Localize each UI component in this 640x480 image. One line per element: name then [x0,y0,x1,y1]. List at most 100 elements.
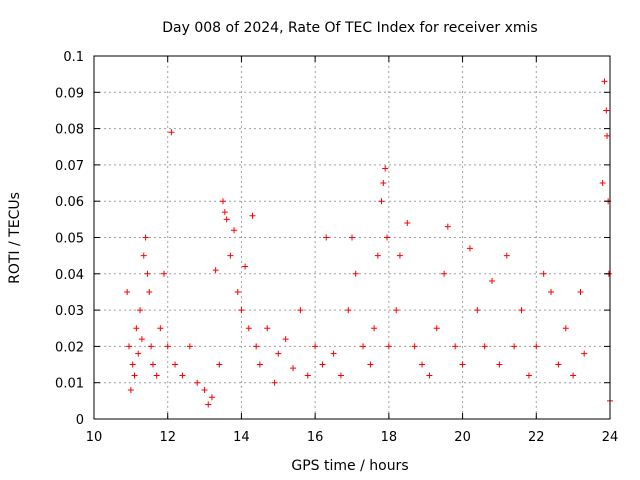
data-point [297,307,304,314]
data-point [337,372,344,379]
x-tick-label: 24 [602,430,619,445]
data-point [396,252,403,259]
grid [94,56,610,419]
data-point [249,212,256,219]
x-tick-label: 14 [233,430,250,445]
data-point [518,307,525,314]
data-point [133,325,140,332]
data-point [367,361,374,368]
data-points [124,78,613,408]
data-point [146,288,153,295]
y-axis-label: ROTI / TECUs [7,192,23,284]
data-point [212,267,219,274]
data-point [452,343,459,350]
data-point [503,252,510,259]
data-point [264,325,271,332]
data-point [525,372,532,379]
data-point [282,336,289,343]
data-point [201,386,208,393]
data-point [323,234,330,241]
data-point [393,307,400,314]
data-point [138,336,145,343]
data-point [205,401,212,408]
y-tick-label: 0.07 [55,159,84,174]
data-point [144,270,151,277]
data-point [360,343,367,350]
data-point [581,350,588,357]
y-tick-label: 0.03 [55,304,84,319]
x-tick-labels: 10 12 14 16 18 20 22 24 [86,430,619,445]
data-point [374,252,381,259]
data-point [489,278,496,285]
data-point [223,216,230,223]
data-point [124,288,131,295]
data-point [253,343,260,350]
y-tick-label: 0.09 [55,86,84,101]
data-point [231,227,238,234]
data-point [242,263,249,270]
y-tick-label: 0.01 [55,377,84,392]
y-tick-label: 0.02 [55,340,84,355]
x-tick-label: 12 [159,430,176,445]
data-point [245,325,252,332]
data-point [216,361,223,368]
data-point [227,252,234,259]
y-tick-label: 0.05 [55,232,84,247]
data-point [140,252,147,259]
data-point [168,129,175,136]
data-point [304,372,311,379]
data-point [153,372,160,379]
x-axis-label: GPS time / hours [291,458,408,474]
data-point [540,270,547,277]
y-tick-label: 0.08 [55,123,84,138]
data-point [131,372,138,379]
data-point [474,307,481,314]
data-point [129,361,136,368]
data-point [441,270,448,277]
data-point [382,165,389,172]
data-point [319,361,326,368]
data-point [126,343,133,350]
data-point [433,325,440,332]
data-point [179,372,186,379]
x-tick-label: 18 [381,430,398,445]
y-tick-label: 0.1 [63,50,84,65]
data-point [172,361,179,368]
data-point [603,107,610,114]
data-point [164,343,171,350]
x-tick-label: 16 [307,430,324,445]
data-point [459,361,466,368]
data-point [220,198,226,205]
data-point [161,270,168,277]
data-point [385,343,392,350]
data-point [555,361,562,368]
data-point [256,361,263,368]
x-tick-label: 10 [86,430,103,445]
data-point [234,288,241,295]
y-tick-labels: 0 0.01 0.02 0.03 0.04 0.05 0.06 0.07 0.08 0.09 0.1 [55,50,84,428]
axis-ticks [93,55,611,420]
data-point [148,343,155,350]
data-point [411,343,418,350]
data-point [312,343,319,350]
data-point [275,350,282,357]
data-point [511,343,518,350]
data-point [330,350,337,357]
data-point [444,223,451,230]
data-point [533,343,540,350]
data-point [404,219,411,226]
data-point [548,288,555,295]
data-point [577,288,584,295]
x-tick-label: 22 [528,430,545,445]
data-point [290,365,297,372]
data-point [208,394,215,401]
data-point [371,325,378,332]
data-point [384,234,391,241]
data-point [466,245,473,252]
data-point [496,361,503,368]
data-point [271,379,278,386]
data-point [349,234,355,241]
data-point [186,343,193,350]
x-tick-label: 20 [454,430,471,445]
chart-title: Day 008 of 2024, Rate Of TEC Index for r… [162,20,537,36]
